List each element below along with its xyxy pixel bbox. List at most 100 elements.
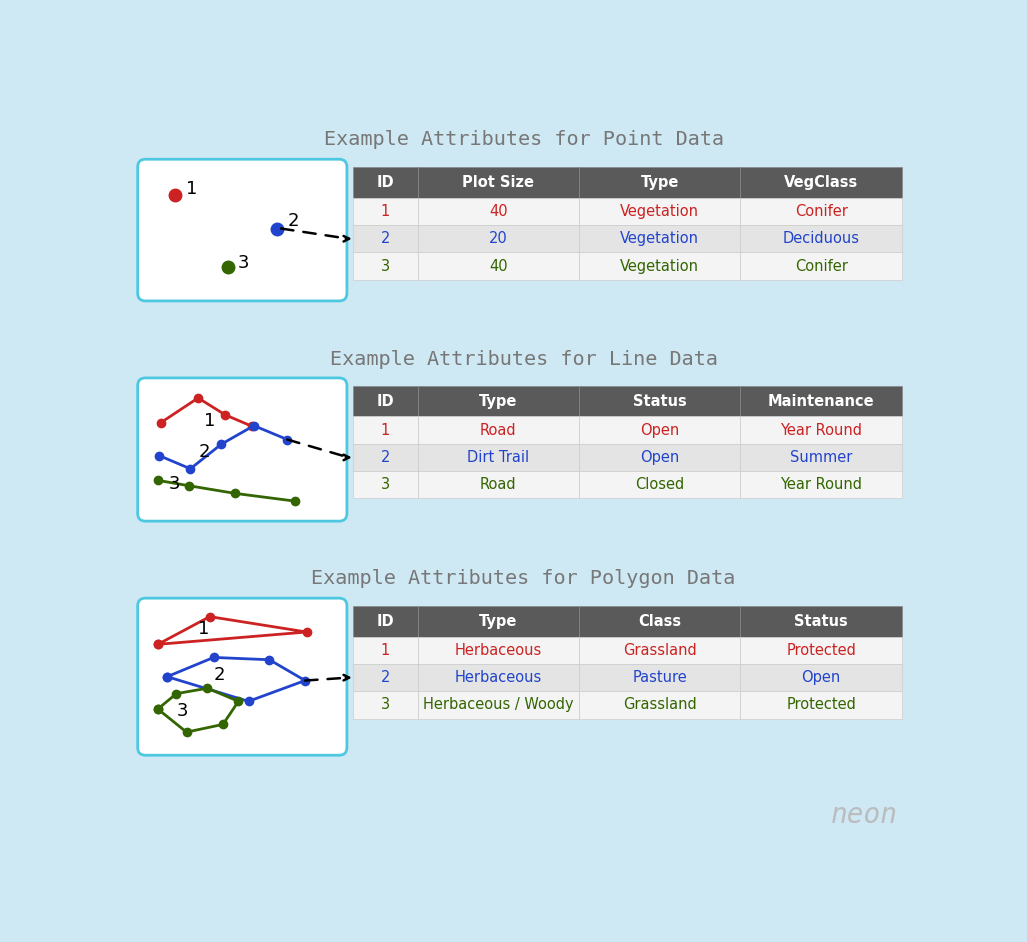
Text: 3: 3 bbox=[177, 703, 188, 721]
Text: 2: 2 bbox=[381, 231, 390, 246]
Bar bbox=[418, 198, 579, 225]
Text: Vegetation: Vegetation bbox=[620, 203, 699, 219]
Bar bbox=[418, 606, 579, 637]
Bar bbox=[353, 637, 418, 664]
Text: VegClass: VegClass bbox=[784, 175, 859, 190]
Text: 1: 1 bbox=[186, 180, 197, 198]
Text: 1: 1 bbox=[381, 423, 390, 438]
Text: Open: Open bbox=[801, 670, 841, 685]
Text: Plot Size: Plot Size bbox=[462, 175, 534, 190]
Text: 2: 2 bbox=[198, 443, 210, 461]
Text: Dirt Trail: Dirt Trail bbox=[467, 450, 530, 465]
Bar bbox=[579, 416, 740, 444]
Bar bbox=[740, 252, 902, 280]
Text: Road: Road bbox=[480, 478, 517, 493]
Bar bbox=[740, 637, 902, 664]
FancyBboxPatch shape bbox=[138, 159, 347, 300]
Bar bbox=[579, 198, 740, 225]
Bar bbox=[740, 471, 902, 498]
Bar bbox=[579, 225, 740, 252]
Text: Example Attributes for Polygon Data: Example Attributes for Polygon Data bbox=[311, 569, 735, 588]
Text: neon: neon bbox=[831, 802, 899, 829]
Bar bbox=[740, 167, 902, 198]
Text: Herbaceous: Herbaceous bbox=[455, 642, 542, 658]
Text: Type: Type bbox=[641, 175, 679, 190]
Bar bbox=[353, 385, 418, 416]
Bar bbox=[579, 252, 740, 280]
Text: Example Attributes for Line Data: Example Attributes for Line Data bbox=[330, 349, 718, 369]
Bar bbox=[353, 664, 418, 691]
Bar bbox=[740, 416, 902, 444]
Bar bbox=[418, 225, 579, 252]
Text: Pasture: Pasture bbox=[633, 670, 687, 685]
Bar bbox=[418, 637, 579, 664]
Text: Open: Open bbox=[640, 423, 680, 438]
Bar bbox=[418, 444, 579, 471]
Text: Herbaceous / Woody: Herbaceous / Woody bbox=[423, 697, 574, 712]
Text: Conifer: Conifer bbox=[795, 258, 847, 273]
Text: Herbaceous: Herbaceous bbox=[455, 670, 542, 685]
Text: ID: ID bbox=[377, 394, 394, 409]
Text: Protected: Protected bbox=[787, 642, 857, 658]
Bar bbox=[418, 664, 579, 691]
Bar bbox=[353, 252, 418, 280]
Bar bbox=[418, 691, 579, 719]
Text: ID: ID bbox=[377, 175, 394, 190]
Bar bbox=[418, 416, 579, 444]
Text: 1: 1 bbox=[381, 203, 390, 219]
Text: ID: ID bbox=[377, 614, 394, 628]
FancyBboxPatch shape bbox=[138, 378, 347, 521]
Text: Grassland: Grassland bbox=[623, 642, 696, 658]
Bar bbox=[353, 198, 418, 225]
Text: Grassland: Grassland bbox=[623, 697, 696, 712]
Bar bbox=[579, 637, 740, 664]
Bar bbox=[579, 606, 740, 637]
Text: Example Attributes for Point Data: Example Attributes for Point Data bbox=[324, 130, 724, 149]
Text: 40: 40 bbox=[489, 258, 507, 273]
Text: Status: Status bbox=[633, 394, 687, 409]
Bar bbox=[418, 471, 579, 498]
Text: Class: Class bbox=[638, 614, 681, 628]
Bar bbox=[353, 691, 418, 719]
Text: 3: 3 bbox=[381, 697, 390, 712]
Bar bbox=[353, 167, 418, 198]
Bar bbox=[353, 471, 418, 498]
FancyBboxPatch shape bbox=[138, 598, 347, 755]
Bar bbox=[740, 198, 902, 225]
Bar bbox=[418, 252, 579, 280]
Bar bbox=[579, 167, 740, 198]
Text: Vegetation: Vegetation bbox=[620, 258, 699, 273]
Bar bbox=[418, 385, 579, 416]
Bar bbox=[740, 691, 902, 719]
Text: 40: 40 bbox=[489, 203, 507, 219]
Text: Conifer: Conifer bbox=[795, 203, 847, 219]
Text: 2: 2 bbox=[381, 670, 390, 685]
Text: Vegetation: Vegetation bbox=[620, 231, 699, 246]
Text: Protected: Protected bbox=[787, 697, 857, 712]
Bar bbox=[353, 416, 418, 444]
Text: Summer: Summer bbox=[790, 450, 852, 465]
Bar bbox=[579, 664, 740, 691]
Text: 1: 1 bbox=[204, 412, 216, 430]
Text: Road: Road bbox=[480, 423, 517, 438]
Bar bbox=[740, 606, 902, 637]
Text: 2: 2 bbox=[381, 450, 390, 465]
Text: 1: 1 bbox=[381, 642, 390, 658]
Bar bbox=[579, 444, 740, 471]
Text: 1: 1 bbox=[198, 620, 210, 638]
Text: 20: 20 bbox=[489, 231, 507, 246]
Text: 3: 3 bbox=[237, 254, 250, 272]
Bar bbox=[353, 606, 418, 637]
Text: Status: Status bbox=[794, 614, 848, 628]
Text: 3: 3 bbox=[381, 478, 390, 493]
Text: 3: 3 bbox=[168, 475, 180, 494]
Bar bbox=[740, 385, 902, 416]
Bar bbox=[579, 471, 740, 498]
Text: Deciduous: Deciduous bbox=[783, 231, 860, 246]
Bar bbox=[579, 691, 740, 719]
Bar bbox=[353, 225, 418, 252]
FancyBboxPatch shape bbox=[120, 106, 933, 846]
Bar bbox=[740, 444, 902, 471]
Text: Type: Type bbox=[480, 614, 518, 628]
Text: Open: Open bbox=[640, 450, 680, 465]
